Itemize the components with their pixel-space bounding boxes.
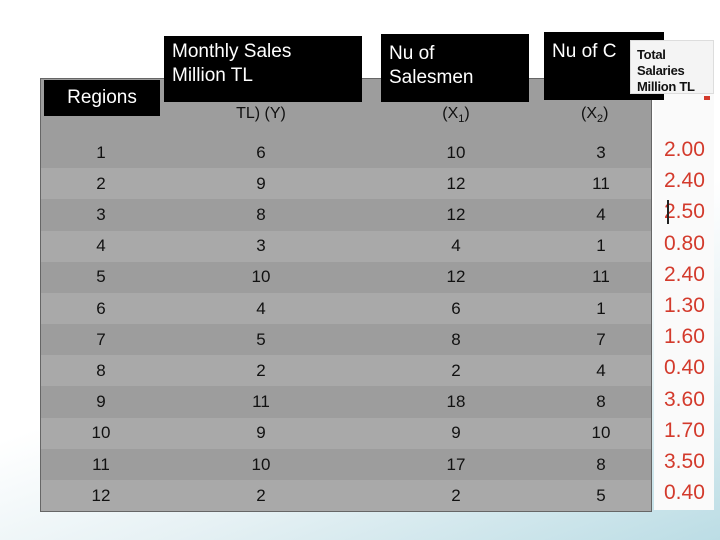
cell-x2: 5 [596, 485, 606, 505]
cell-salesmen: 18 [446, 392, 466, 412]
cell-region: 10 [91, 423, 111, 443]
cell-sales: 11 [252, 392, 270, 412]
salary-value: 2.40 [664, 169, 705, 193]
cell-sales: 3 [256, 236, 266, 256]
monthly-sales-header: Monthly Sales Million TL [164, 36, 362, 102]
cell-region: 6 [96, 298, 106, 318]
table-row: 9 11 18 8 [41, 387, 651, 418]
red-mark [704, 96, 710, 100]
cell-x2: 1 [596, 298, 606, 318]
salary-value: 3.50 [664, 450, 705, 473]
cell-salesmen: 2 [451, 360, 461, 380]
table-row: 5 10 12 11 [41, 262, 651, 293]
cell-sales: 4 [256, 298, 266, 318]
x2-subheader: (X2) [581, 105, 609, 126]
table-row: 12 2 2 5 [41, 480, 651, 512]
cell-salesmen: 8 [451, 329, 461, 349]
table-row: 8 2 2 4 [41, 355, 651, 387]
salary-value: 1.70 [664, 418, 705, 442]
cell-x2: 1 [596, 236, 606, 256]
data-table: TL) (Y) (X1) (X2) 1 6 10 3 2 9 12 11 3 8 12 4 4 3 4 1 5 1… [40, 78, 652, 512]
cell-sales: 5 [256, 329, 266, 349]
cell-region: 7 [96, 329, 106, 349]
cell-region: 8 [96, 360, 106, 380]
cell-salesmen: 17 [446, 454, 466, 474]
cell-sales: 2 [256, 485, 266, 505]
cell-x2: 7 [596, 329, 606, 349]
cell-x2: 8 [596, 392, 606, 412]
table-row: 10 9 9 10 [41, 417, 651, 449]
salary-value: 0.80 [664, 231, 705, 255]
cell-x2: 3 [596, 142, 606, 162]
cell-x2: 10 [591, 423, 611, 443]
cell-salesmen: 10 [446, 142, 466, 162]
cell-salesmen: 2 [451, 485, 461, 505]
salesmen-subheader: (X1) [442, 105, 470, 126]
table-row: 2 9 12 11 [41, 168, 651, 200]
cell-salesmen: 12 [446, 204, 466, 224]
salesmen-header: Nu of Salesmen [381, 34, 529, 102]
cell-region: 5 [96, 267, 106, 287]
cell-salesmen: 6 [451, 298, 461, 318]
cell-sales: 8 [256, 204, 266, 224]
salary-value: 1.60 [664, 325, 705, 349]
table-row: 4 3 4 1 [41, 230, 651, 262]
cell-sales: 9 [256, 423, 266, 443]
table-row: 11 10 17 8 [41, 449, 651, 480]
cell-sales: 2 [256, 360, 266, 380]
cell-x2: 11 [592, 173, 610, 193]
cell-sales: 10 [251, 267, 271, 287]
cell-sales: 10 [251, 454, 271, 474]
table-row: 6 4 6 1 [41, 293, 651, 324]
salary-value: 0.40 [664, 356, 705, 380]
salary-value: 2.50 [664, 200, 705, 224]
cell-region: 1 [96, 142, 106, 162]
text-cursor-icon [667, 200, 669, 224]
salary-value: 2.40 [664, 262, 705, 286]
salary-value: 0.40 [664, 481, 705, 505]
table-row: 3 8 12 4 [41, 199, 651, 230]
table-row: 1 6 10 3 [41, 137, 651, 168]
table-row: 7 5 8 7 [41, 324, 651, 355]
sales-subheader: TL) (Y) [236, 105, 286, 122]
cell-salesmen: 12 [446, 173, 466, 193]
cell-region: 11 [92, 454, 110, 474]
cell-salesmen: 12 [446, 267, 466, 287]
cell-region: 3 [96, 204, 106, 224]
salary-value: 1.30 [664, 294, 705, 317]
cell-x2: 4 [596, 360, 606, 380]
cell-region: 2 [96, 173, 106, 193]
salaries-header: Total Salaries Million TL [630, 40, 714, 94]
cell-region: 9 [96, 392, 106, 412]
cell-sales: 9 [256, 173, 266, 193]
cell-region: 4 [96, 236, 106, 256]
cell-salesmen: 4 [451, 236, 461, 256]
cell-x2: 11 [592, 267, 610, 287]
cell-x2: 8 [596, 454, 606, 474]
regions-header: Regions [44, 80, 160, 116]
salary-value: 2.00 [664, 138, 705, 161]
cell-x2: 4 [596, 204, 606, 224]
cell-region: 12 [91, 485, 111, 505]
cell-salesmen: 9 [451, 423, 461, 443]
cell-sales: 6 [256, 142, 266, 162]
salaries-column [654, 78, 714, 510]
salary-value: 3.60 [664, 387, 705, 411]
